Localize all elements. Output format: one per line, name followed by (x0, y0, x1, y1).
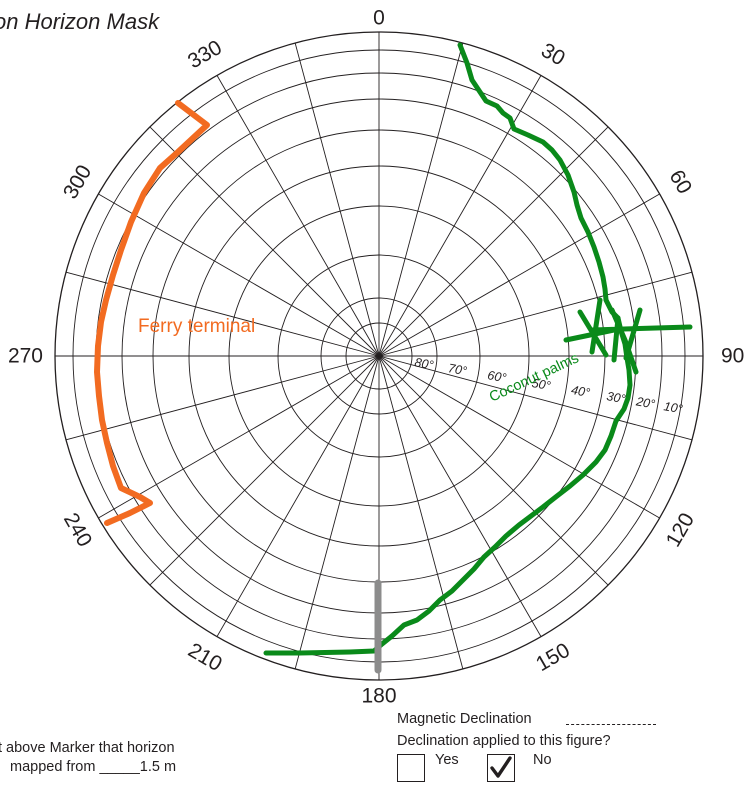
elevation-label: 40° (570, 383, 591, 400)
azimuth-spoke (98, 193, 380, 357)
azimuth-label: 0 (373, 7, 385, 30)
azimuth-spoke (294, 42, 380, 357)
azimuth-spoke (216, 75, 380, 357)
checkmark-icon (490, 756, 512, 778)
no-label: No (533, 752, 552, 768)
elevation-labels: 80° 70° 60° 50° 40° 30° 20° 10° (413, 355, 683, 416)
azimuth-label: 240 (59, 509, 96, 551)
azimuth-label: 90 (721, 345, 744, 368)
azimuth-spoke (149, 355, 380, 586)
azimuth-label: 330 (184, 36, 226, 73)
azimuth-spoke (149, 126, 380, 357)
azimuth-spoke (378, 355, 464, 670)
magnetic-declination-label: Magnetic Declination (397, 711, 532, 727)
azimuth-spoke (378, 126, 609, 357)
azimuth-spoke (378, 355, 609, 586)
azimuth-spoke (216, 355, 380, 637)
elevation-label: 50° (531, 376, 552, 393)
azimuth-label: 120 (662, 509, 699, 551)
azimuth-spoke (378, 193, 660, 357)
azimuth-label: 30 (537, 39, 569, 71)
azimuth-spoke (294, 355, 380, 670)
coconut-palms-star (563, 297, 693, 375)
azimuth-label: 300 (59, 161, 96, 203)
azimuth-spoke (98, 355, 380, 519)
azimuth-label: 180 (361, 685, 396, 708)
azimuth-spoke (378, 75, 542, 357)
elevation-label: 30° (606, 389, 627, 406)
azimuth-spoke (378, 42, 464, 357)
azimuth-spoke (65, 271, 380, 357)
elevation-label: 20° (634, 394, 656, 411)
azimuth-spoke (378, 355, 542, 637)
height-value: 1.5 m (139, 759, 177, 775)
ferry-terminal-trace (94, 100, 210, 526)
elevation-label: 60° (486, 368, 507, 385)
chart-title: on Horizon Mask (0, 9, 160, 34)
yes-label: Yes (435, 752, 459, 768)
azimuth-label: 210 (184, 639, 226, 676)
yes-checkbox[interactable] (397, 754, 425, 782)
height-note-line1: t above Marker that horizon (0, 740, 175, 756)
elevation-label: 70° (447, 361, 468, 378)
no-checkbox[interactable] (487, 754, 515, 782)
coconut-palms-trace (263, 42, 633, 656)
magnetic-declination-field[interactable] (566, 712, 656, 725)
azimuth-label: 150 (532, 639, 574, 676)
azimuth-label: 60 (665, 166, 697, 198)
azimuth-spoke (65, 355, 380, 441)
azimuth-spoke (378, 355, 693, 441)
elevation-label: 10° (663, 399, 684, 416)
azimuth-spoke (378, 271, 693, 357)
horizon-traces (94, 42, 693, 674)
azimuth-label: 270 (8, 345, 43, 368)
elevation-label: 80° (413, 355, 434, 372)
height-note-line2: mapped from _____1.5 m (10, 759, 176, 776)
ferry-terminal-label: Ferry terminal (138, 316, 255, 337)
declination-question: Declination applied to this figure? (397, 733, 611, 749)
azimuth-spoke (378, 355, 660, 519)
height-note-prefix: mapped from _____ (10, 759, 140, 775)
